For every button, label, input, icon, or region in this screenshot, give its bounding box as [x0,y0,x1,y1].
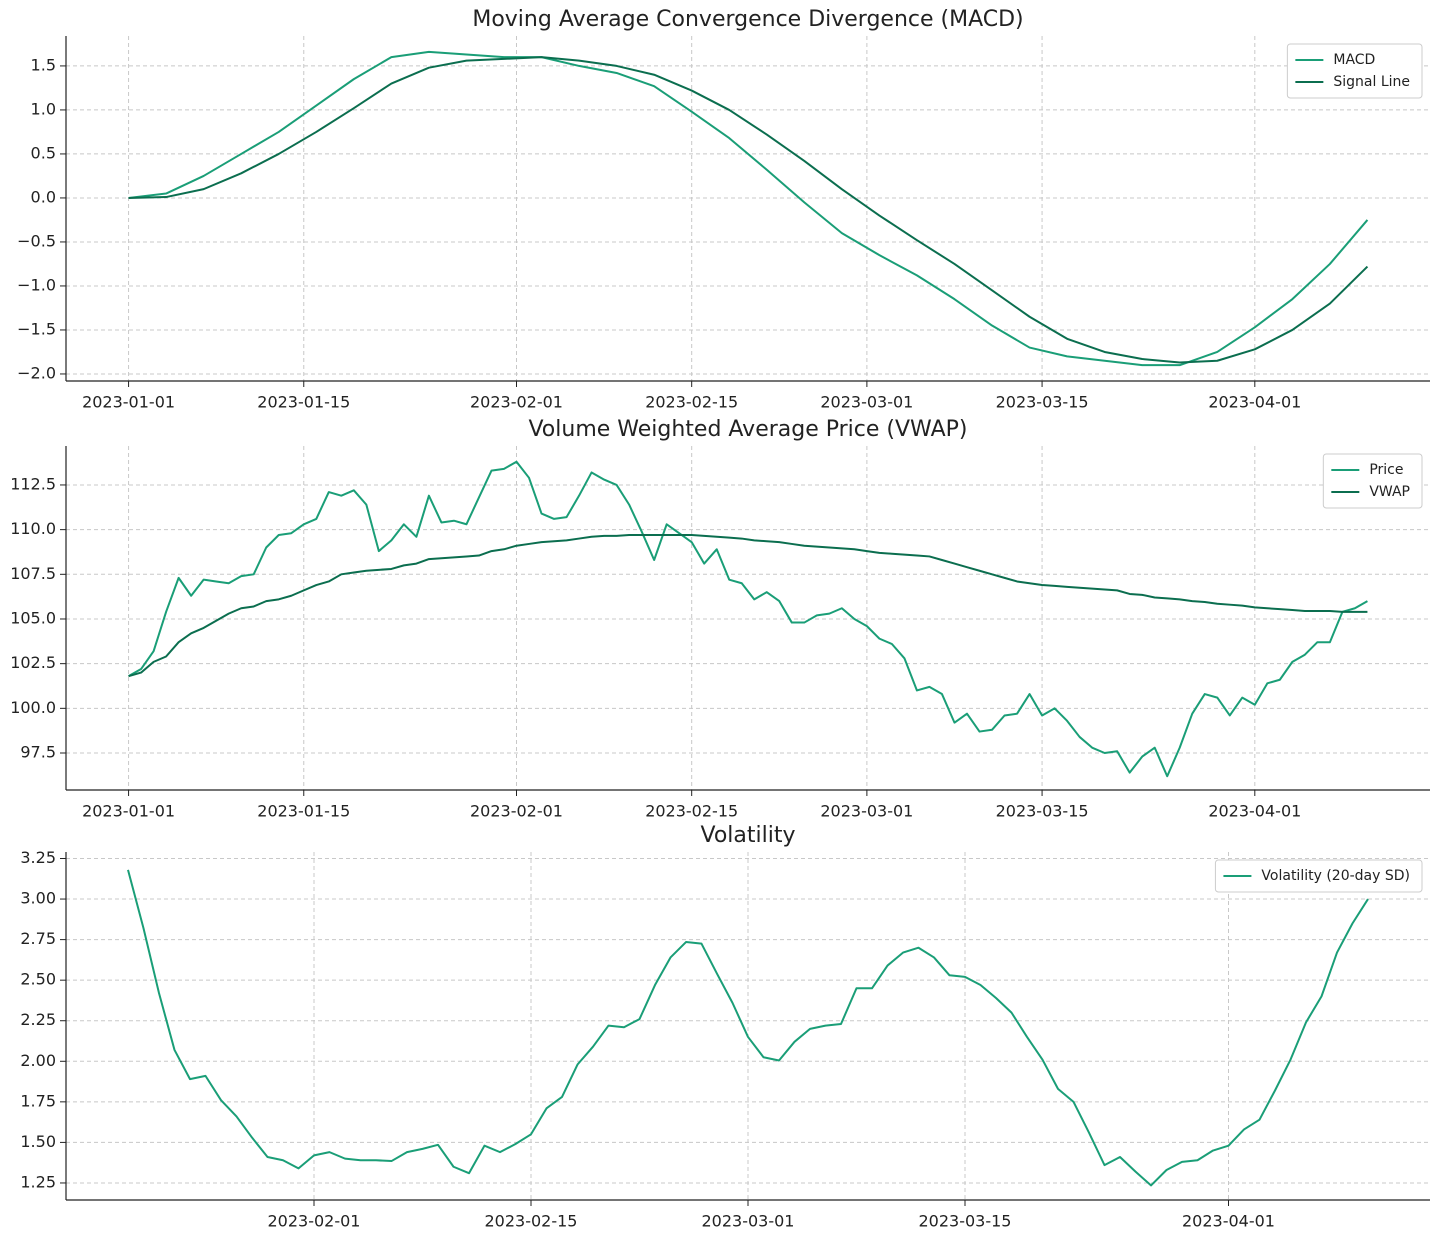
legend-frame [1214,859,1423,893]
x-tick-label: 2023-03-01 [820,802,913,821]
y-tick-label: 1.25 [20,1172,56,1191]
y-tick-label: 1.0 [31,99,56,118]
x-tick-label: 2023-04-01 [1208,802,1301,821]
y-tick-label: −0.5 [17,231,56,250]
x-tick-label: 2023-01-01 [82,393,175,412]
y-tick-label: 97.5 [20,743,56,762]
y-tick-label: 1.5 [31,55,56,74]
x-tick-label: 2023-02-01 [470,393,563,412]
y-tick-label: 3.25 [20,848,56,867]
y-tick-label: 2.75 [20,929,56,948]
x-tick-label: 2023-03-15 [996,393,1089,412]
x-tick-label: 2023-01-01 [82,802,175,821]
y-tick-label: 105.0 [10,608,56,627]
y-tick-label: 112.5 [10,474,56,493]
series-line [128,533,1368,678]
x-tick-label: 2023-01-15 [257,802,350,821]
x-tick-label: 2023-02-01 [268,1212,361,1231]
y-tick-label: 3.00 [20,889,56,908]
chart-title: Volume Weighted Average Price (VWAP) [528,417,967,442]
x-tick-label: 2023-03-01 [702,1212,795,1231]
y-tick-label: 2.00 [20,1051,56,1070]
legend: Price VWAP [1322,453,1423,509]
y-tick-label: 2.50 [20,970,56,989]
legend: MACD Signal Line [1286,43,1423,99]
series-line [127,869,1369,1187]
x-tick-label: 2023-02-15 [485,1212,578,1231]
x-tick-label: 2023-03-15 [996,802,1089,821]
y-tick-label: 110.0 [10,519,56,538]
y-tick-label: −2.0 [17,363,56,382]
y-tick-label: 1.50 [20,1132,56,1151]
y-tick-label: 0.0 [31,187,56,206]
y-tick-label: 107.5 [10,564,56,583]
x-tick-label: 2023-02-01 [470,802,563,821]
series-line [128,50,1369,367]
legend-label: Price [1369,462,1403,478]
x-tick-label: 2023-02-15 [645,802,738,821]
y-tick-label: −1.5 [17,319,56,338]
x-tick-label: 2023-04-01 [1208,393,1301,412]
series-line [128,56,1369,364]
series-line [128,460,1368,778]
x-tick-label: 2023-04-01 [1182,1212,1275,1231]
legend-label: VWAP [1369,484,1410,500]
y-tick-label: 100.0 [10,698,56,717]
legend-label: Signal Line [1333,74,1410,90]
x-tick-label: 2023-03-15 [919,1212,1012,1231]
y-tick-label: 1.75 [20,1091,56,1110]
y-tick-label: 102.5 [10,653,56,672]
chart-title: Volatility [700,823,795,848]
y-tick-label: 0.5 [31,143,56,162]
legend-label: MACD [1333,52,1375,68]
legend-frame [1322,453,1423,509]
x-tick-label: 2023-01-15 [257,393,350,412]
legend: Volatility (20-day SD) [1214,859,1423,893]
chart-title: Moving Average Convergence Divergence (M… [472,7,1023,32]
legend-frame [1286,43,1423,99]
legend-label: Volatility (20-day SD) [1261,868,1410,884]
x-tick-label: 2023-02-15 [645,393,738,412]
x-tick-label: 2023-03-01 [820,393,913,412]
y-tick-label: 2.25 [20,1010,56,1029]
y-tick-label: −1.0 [17,275,56,294]
